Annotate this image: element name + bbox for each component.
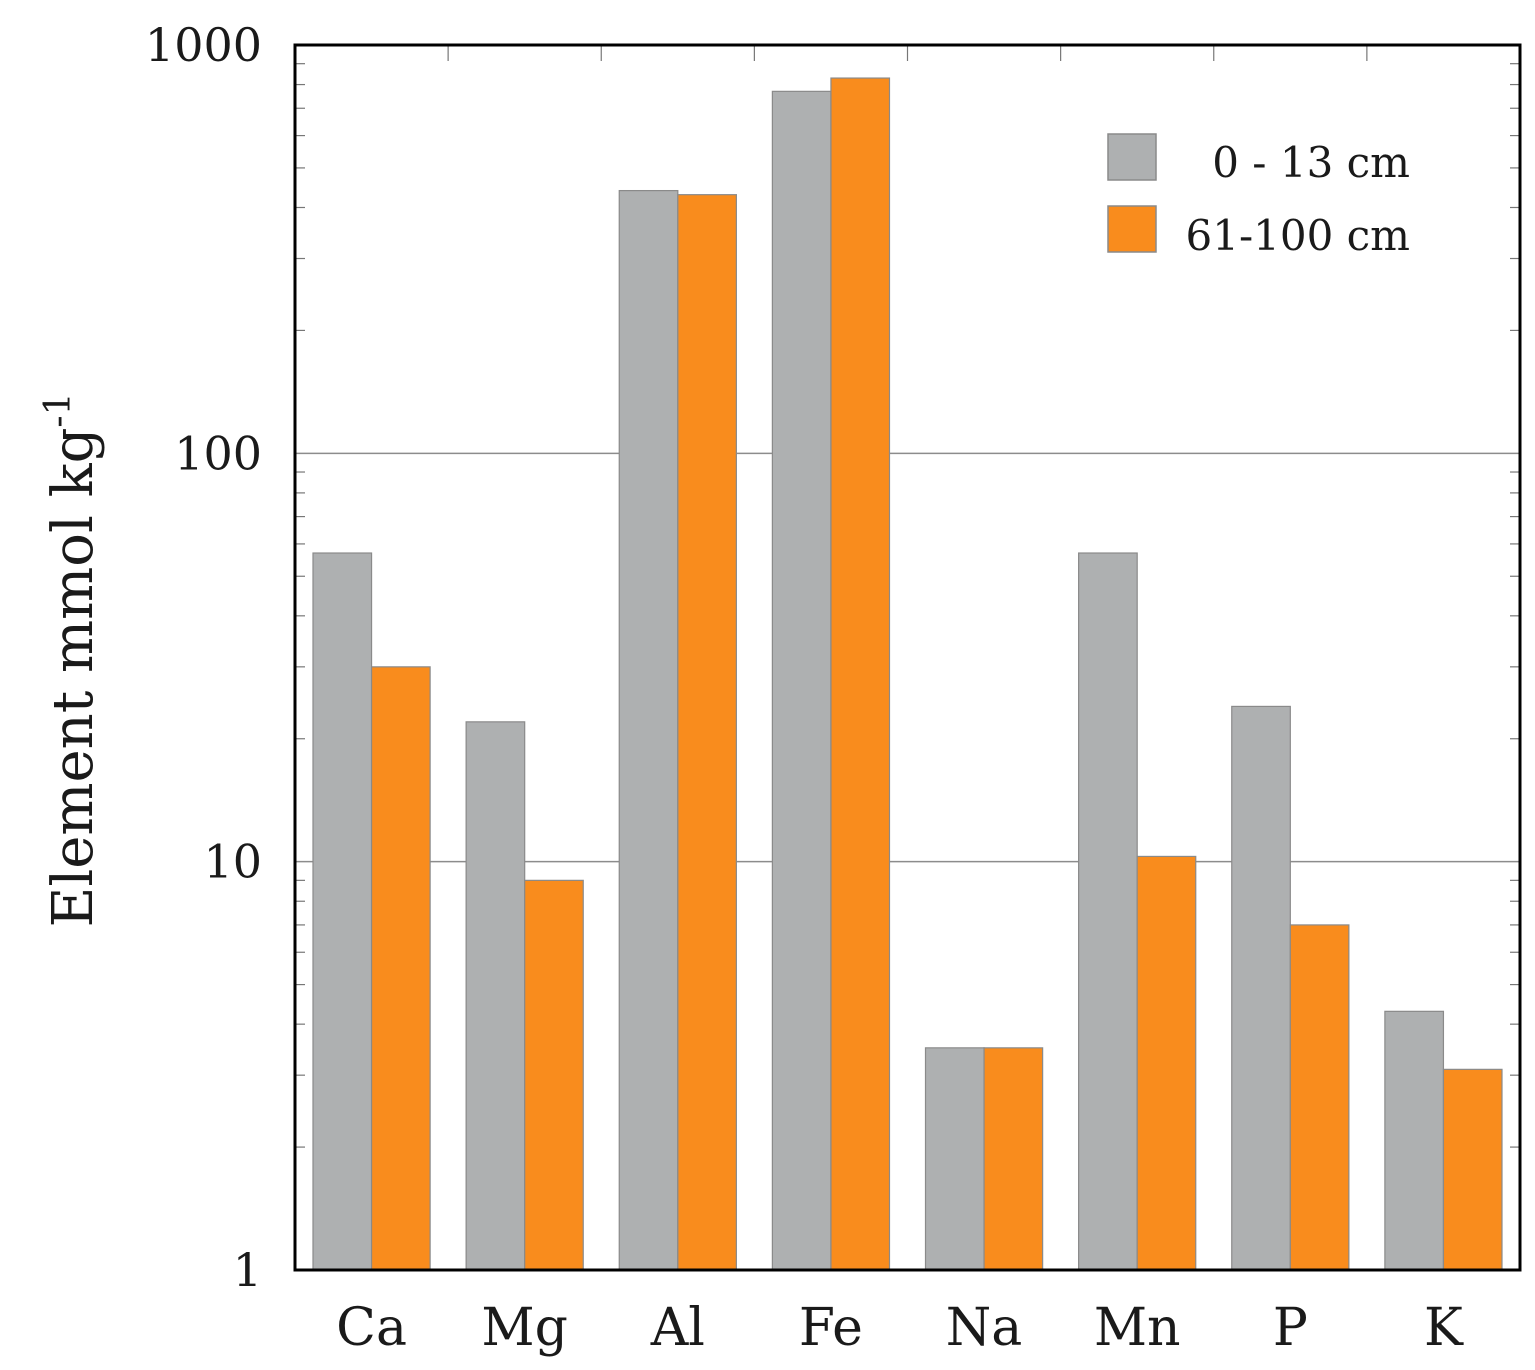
y-tick-label-1000: 1000 xyxy=(145,18,262,72)
y-tick-label-10: 10 xyxy=(203,835,262,889)
bar-ca-series-1 xyxy=(370,666,431,1271)
bar-p-series-1 xyxy=(1289,924,1350,1271)
bar-k-series-1 xyxy=(1442,1068,1503,1271)
x-tick-labels: Ca Mg Al Fe Na Mn P K xyxy=(336,1298,1464,1358)
x-tick-label-mg: Mg xyxy=(481,1298,568,1358)
bar-fe-series-1 xyxy=(830,77,891,1271)
y-tick-label-1: 1 xyxy=(233,1243,262,1297)
bar-ca-series-0 xyxy=(312,552,373,1271)
x-tick-label-ca: Ca xyxy=(336,1298,407,1358)
x-tick-label-fe: Fe xyxy=(799,1298,863,1358)
bar-mn-series-1 xyxy=(1136,855,1197,1271)
legend-label-series-1: 61-100 cm xyxy=(1186,211,1411,260)
bars xyxy=(312,45,1503,1271)
bar-fe-series-0 xyxy=(771,90,832,1271)
legend-label-series-0: 0 - 13 cm xyxy=(1212,138,1410,187)
x-tick-label-p: P xyxy=(1273,1298,1308,1358)
legend: 0 - 13 cm 61-100 cm xyxy=(1107,133,1411,260)
bar-k-series-0 xyxy=(1384,1010,1445,1271)
bar-p-series-0 xyxy=(1231,705,1291,1271)
y-axis-title-superscript: -1 xyxy=(38,392,79,427)
bar-na-series-1 xyxy=(983,1047,1044,1271)
x-tick-label-na: Na xyxy=(946,1298,1023,1358)
bar-mn-series-0 xyxy=(1078,552,1138,1271)
bar-na-series-0 xyxy=(924,1047,985,1271)
y-axis-title: Element mmol kg-1 xyxy=(38,392,106,927)
legend-swatch-series-1 xyxy=(1107,205,1157,253)
minor-ticks xyxy=(295,63,1520,1148)
bar-mg-series-0 xyxy=(465,721,526,1271)
bar-al-series-1 xyxy=(677,194,737,1271)
bar-mg-series-1 xyxy=(524,879,584,1271)
x-tick-label-k: K xyxy=(1424,1298,1464,1358)
y-tick-labels: 1 10 100 1000 xyxy=(145,18,262,1297)
bar-al-series-0 xyxy=(618,189,679,1271)
plot-frame xyxy=(293,43,1522,1272)
x-tick-label-mn: Mn xyxy=(1094,1298,1181,1358)
y-tick-label-100: 100 xyxy=(174,426,262,480)
x-tick-label-al: Al xyxy=(650,1298,705,1358)
legend-swatch-series-0 xyxy=(1107,133,1157,181)
